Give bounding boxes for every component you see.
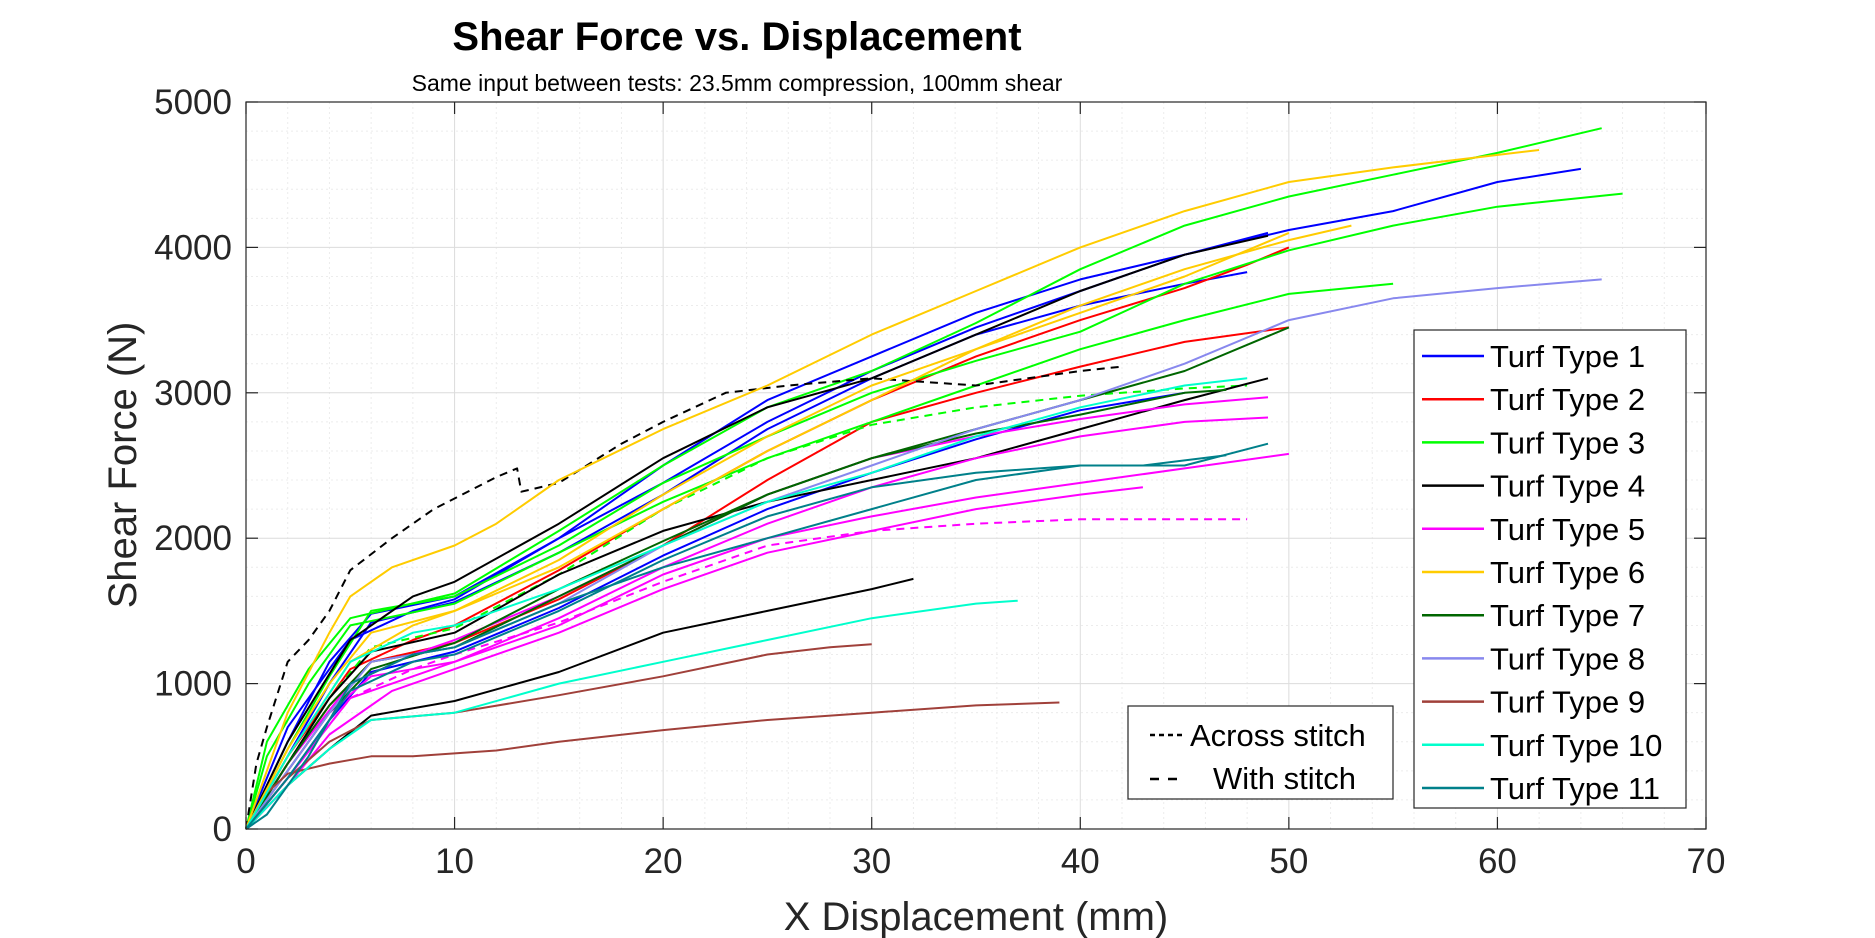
x-tick-label: 50: [1269, 842, 1308, 881]
legend-label-turf-type-5: Turf Type 5: [1490, 512, 1645, 547]
x-tick-label: 30: [852, 842, 891, 881]
style-legend-box: [1127, 705, 1394, 800]
legend-label-turf-type-4: Turf Type 4: [1490, 469, 1645, 504]
style-legend: Across stitch With stitch: [1127, 705, 1394, 800]
series-layer: [245, 127, 1623, 830]
legend-label-turf-type-1: Turf Type 1: [1490, 339, 1645, 374]
legend-label-turf-type-10: Turf Type 10: [1490, 728, 1662, 763]
chart-title: Shear Force vs. Displacement: [452, 15, 1021, 59]
chart-subtitle: Same input between tests: 23.5mm compres…: [412, 70, 1063, 96]
x-tick-label: 70: [1687, 842, 1726, 881]
x-tick-label: 40: [1061, 842, 1100, 881]
legend-label-turf-type-2: Turf Type 2: [1490, 382, 1645, 417]
series-line-turf-type-4-run-4: [245, 365, 1123, 830]
series-line-turf-type-1-run-4: [245, 167, 1582, 830]
series-line-turf-type-11-run-2: [245, 454, 1227, 830]
y-tick-label: 4000: [154, 228, 232, 267]
series-line-turf-type-10-run-1: [245, 599, 1018, 830]
series-line-turf-type-10-run-2: [245, 377, 1248, 830]
x-tick-label: 0: [236, 842, 255, 881]
x-axis-label: X Displacement (mm): [784, 895, 1169, 938]
series-line-turf-type-5-run-3: [245, 486, 1144, 830]
series-line-turf-type-9-run-2: [245, 643, 872, 830]
legend-label-turf-type-8: Turf Type 8: [1490, 641, 1645, 676]
x-tick-label: 60: [1478, 842, 1517, 881]
y-tick-label: 1000: [154, 665, 232, 704]
x-tick-label: 10: [435, 842, 474, 881]
with-stitch-label: With stitch: [1213, 761, 1356, 796]
legend-label-turf-type-9: Turf Type 9: [1490, 685, 1645, 720]
legend-label-turf-type-3: Turf Type 3: [1490, 425, 1645, 460]
y-tick-label: 2000: [154, 519, 232, 558]
axes: [245, 101, 1707, 830]
y-tick-label: 5000: [154, 83, 232, 122]
x-tick-label: 20: [644, 842, 683, 881]
y-tick-label: 3000: [154, 374, 232, 413]
y-axis-label: Shear Force (N): [101, 322, 145, 609]
legend-label-turf-type-7: Turf Type 7: [1490, 598, 1645, 633]
across-stitch-label: Across stitch: [1190, 718, 1366, 753]
y-tick-label: 0: [213, 810, 232, 849]
axes-box: [245, 101, 1707, 830]
x-tick-labels: 0 10 20 30 40 50 60 70: [236, 842, 1725, 881]
series-line-turf-type-4-run-2: [245, 234, 1269, 830]
series-legend: Turf Type 1 Turf Type 2 Turf Type 3 Turf Ty…: [1413, 329, 1687, 809]
series-line-turf-type-6-run-2: [245, 224, 1352, 830]
series-legend-box: [1413, 329, 1687, 809]
legend-label-turf-type-6: Turf Type 6: [1490, 555, 1645, 590]
series-line-turf-type-6-run-1: [245, 149, 1540, 830]
series-line-turf-type-8-run-1: [245, 278, 1602, 830]
series-line-turf-type-5-run-5: [245, 518, 1248, 830]
series-line-turf-type-3-run-1: [245, 127, 1602, 830]
y-tick-labels: 0 1000 2000 3000 4000 5000: [154, 83, 232, 849]
series-line-turf-type-3-run-3: [245, 192, 1623, 830]
legend-label-turf-type-11: Turf Type 11: [1490, 771, 1660, 806]
series-line-turf-type-4-run-3: [245, 377, 1269, 830]
